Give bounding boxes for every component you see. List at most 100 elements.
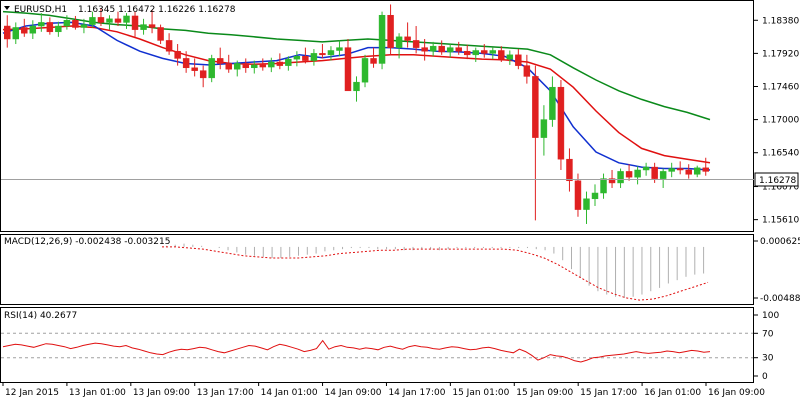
price-tick-label: 1.18380: [762, 16, 799, 26]
time-tick-label: 16 Jan 09:00: [708, 388, 765, 398]
ma-line-green: [2, 10, 711, 121]
candle-body: [378, 14, 386, 64]
candle-body: [421, 47, 428, 52]
candle-body: [532, 76, 539, 138]
candle-body: [140, 24, 147, 30]
candle-body: [540, 119, 548, 138]
candle-body: [651, 166, 658, 179]
candle-body: [208, 58, 215, 79]
candle-body: [395, 36, 403, 48]
time-tick-label: 14 Jan 17:00: [388, 388, 445, 398]
candle-body: [216, 58, 224, 64]
candle-body: [659, 171, 667, 179]
rsi-label: RSI(14) 40.2677: [4, 311, 77, 321]
candle-body: [302, 56, 309, 61]
candle-body: [268, 61, 275, 68]
ma-line-red: [2, 25, 711, 164]
price-axis: 1.18380 1.17920 1.17460 1.17000 1.16540 1.160…: [754, 16, 799, 226]
candle-body: [131, 15, 139, 30]
candle-body: [276, 61, 284, 66]
candle-body: [412, 40, 420, 48]
candle-body: [106, 18, 113, 23]
rsi-panel[interactable]: [0, 307, 754, 383]
candle-body: [89, 17, 96, 25]
moving-averages: [2, 10, 711, 171]
price-tick-label: 1.17460: [762, 82, 799, 92]
candle-body: [693, 167, 701, 175]
current-price-label: 1.16278: [759, 176, 796, 186]
candle-body: [506, 54, 514, 60]
candle-body: [182, 58, 190, 69]
candle-body: [685, 169, 692, 175]
candle-body: [574, 180, 582, 210]
ohlc-label: 1.16345 1.16472 1.16226 1.16278: [78, 5, 236, 15]
candle-body: [668, 168, 675, 172]
candle-body: [234, 63, 241, 70]
candle-body: [251, 64, 258, 69]
rsi-tick-label: 30: [762, 354, 774, 364]
candle-body: [566, 158, 573, 182]
rsi-indicator: 100 70 30 0: [1, 311, 779, 382]
time-tick-label: 13 Jan 09:00: [133, 388, 190, 398]
candle-body: [370, 58, 377, 64]
candle-body: [157, 27, 164, 41]
candle-body: [114, 18, 122, 23]
candle-body: [429, 45, 437, 52]
candle-body: [344, 47, 352, 92]
candle-body: [29, 25, 37, 34]
macd-indicator: 0.000625 -0.004882: [162, 237, 800, 304]
candle-body: [72, 20, 79, 28]
time-tick-label: 13 Jan 17:00: [197, 388, 254, 398]
candle-body: [285, 58, 292, 66]
candle-body: [336, 47, 343, 51]
candle-body: [242, 63, 249, 69]
candle-body: [191, 67, 198, 71]
macd-panel[interactable]: [0, 234, 754, 305]
candle-body: [165, 40, 173, 52]
candle-body: [617, 171, 624, 184]
candle-body: [523, 65, 531, 77]
candle-body: [498, 50, 505, 60]
candle-body: [446, 47, 454, 53]
macd-tick-label: -0.004882: [760, 294, 800, 304]
rsi-tick-label: 0: [762, 372, 768, 382]
candle-body: [319, 53, 326, 56]
candle-body: [80, 24, 88, 28]
candle-body: [225, 63, 232, 70]
current-price-box: [754, 172, 799, 187]
candle-body: [515, 54, 522, 66]
candle-body: [199, 70, 207, 79]
candle-body: [676, 168, 684, 171]
candle-body: [600, 178, 607, 194]
candle-body: [46, 22, 54, 33]
time-axis: 12 Jan 2015 13 Jan 01:00 13 Jan 09:00 13 Ja…: [2, 382, 765, 398]
candle-body: [361, 58, 369, 83]
time-tick-label: 15 Jan 01:00: [452, 388, 509, 398]
symbol-label: EURUSD,H1: [14, 5, 67, 15]
candlesticks: [4, 4, 709, 224]
candle-body: [63, 20, 71, 27]
candle-body: [455, 47, 462, 52]
time-tick-label: 13 Jan 01:00: [69, 388, 126, 398]
ma-line-blue: [2, 21, 711, 171]
candle-body: [489, 50, 497, 54]
candle-body: [438, 45, 445, 53]
dropdown-triangle-icon[interactable]: [4, 6, 10, 10]
price-tick-label: 1.16070: [762, 183, 799, 193]
rsi-line: [2, 339, 711, 363]
candle-body: [327, 50, 335, 56]
price-panel[interactable]: [0, 0, 754, 232]
time-tick-label: 15 Jan 09:00: [516, 388, 573, 398]
candle-body: [21, 27, 28, 34]
candle-body: [642, 166, 650, 171]
time-tick-label: 14 Jan 09:00: [325, 388, 382, 398]
candle-body: [123, 15, 130, 23]
candle-body: [4, 25, 11, 40]
candle-body: [293, 56, 301, 60]
price-tick-label: 1.16540: [762, 149, 799, 159]
candle-body: [387, 14, 394, 48]
candle-body: [174, 50, 181, 59]
candle-body: [38, 22, 45, 27]
time-tick-label: 14 Jan 01:00: [261, 388, 318, 398]
